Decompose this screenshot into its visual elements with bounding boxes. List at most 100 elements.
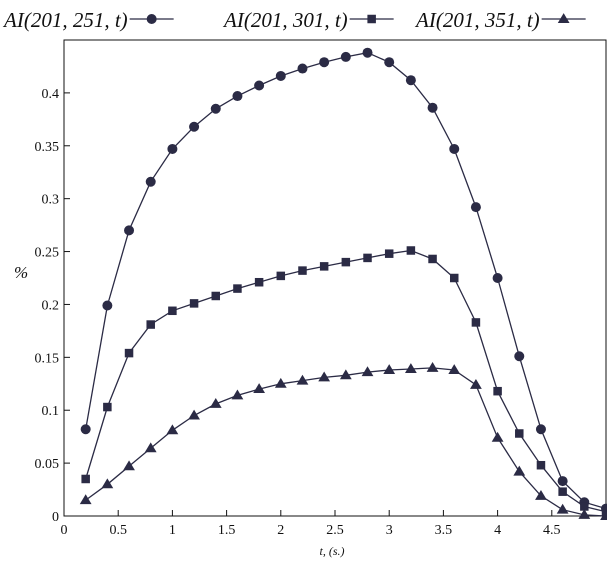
- x-tick-label: 1: [169, 523, 176, 538]
- plot-area-frame: [63, 39, 607, 517]
- series-1-point: [80, 424, 91, 435]
- legend-marker-series-3: [541, 13, 586, 23]
- series-2-point: [81, 474, 90, 484]
- series-3-point: [578, 509, 591, 519]
- x-tick-label: 3: [386, 523, 393, 538]
- series-1-point: [535, 424, 546, 435]
- x-tick-label: 2: [277, 523, 284, 538]
- series-3-point: [101, 478, 114, 489]
- legend-marker: [146, 14, 157, 24]
- series-2-point: [146, 320, 155, 329]
- series-1-point: [167, 143, 178, 154]
- series-2-point: [515, 429, 524, 438]
- series-2-point: [211, 291, 221, 301]
- series-2-point: [493, 386, 502, 396]
- series-2-line: [85, 249, 607, 513]
- series-2-point: [298, 266, 307, 275]
- series-1-point: [319, 57, 330, 68]
- series-3-point: [426, 362, 439, 372]
- series-2-point: [341, 257, 351, 267]
- y-tick-label: 0.3: [42, 193, 60, 208]
- series-3: [79, 362, 607, 520]
- series-3-point: [361, 366, 374, 377]
- series-2-point: [168, 306, 177, 316]
- series-1-point: [210, 103, 221, 114]
- legend-marker: [367, 14, 376, 24]
- series-1-point: [557, 476, 568, 487]
- series-3-point: [144, 442, 157, 453]
- series-3-point: [339, 369, 352, 380]
- x-tick-label: 2.5: [326, 523, 344, 538]
- series-3-point: [535, 490, 547, 500]
- series-1: [80, 47, 607, 514]
- series-2-point: [601, 507, 607, 517]
- series-2-point: [233, 284, 242, 293]
- series-1-point: [405, 75, 416, 86]
- series-1-point: [514, 351, 525, 362]
- x-axis-label: t, (s.): [320, 544, 345, 558]
- series-3-point: [404, 363, 417, 373]
- series-2-point: [103, 402, 112, 412]
- series-1-point: [297, 63, 308, 74]
- series-2-point: [363, 253, 372, 263]
- series-1-point: [340, 51, 351, 62]
- x-tick-label: 0.5: [109, 523, 127, 538]
- series-1-line: [85, 52, 607, 510]
- x-tick-label: 1.5: [218, 523, 236, 538]
- series-2-point: [124, 348, 134, 358]
- x-tick-label: 4: [494, 523, 501, 538]
- series-3-point: [274, 377, 287, 388]
- series-1-point: [232, 91, 243, 102]
- y-axis: 0 0.05 0.1 0.15 0.2 0.25 0.3 0.35 0.4: [35, 87, 70, 525]
- x-tick-label: 0: [61, 523, 68, 538]
- x-axis: 0 0.5 1 1.5 2 2.5 3 3.5 4 4.5: [61, 510, 561, 538]
- series-3-point: [600, 510, 607, 520]
- series-3-point: [383, 364, 396, 375]
- series-2-point: [449, 273, 459, 283]
- series-1-point: [189, 121, 200, 132]
- series-3-point: [231, 389, 244, 400]
- series-2-point: [319, 262, 329, 271]
- series-3-point: [318, 371, 331, 382]
- series-3-point: [448, 364, 461, 375]
- y-tick-label: 0: [52, 510, 59, 525]
- y-tick-label: 0.05: [35, 457, 60, 472]
- series-1-point: [492, 273, 503, 283]
- series-1-point: [275, 70, 286, 81]
- x-tick-label: 3.5: [435, 523, 453, 538]
- series-2-point: [580, 502, 589, 511]
- series-3-point: [123, 460, 135, 471]
- y-axis-label: %: [14, 263, 28, 282]
- legend-marker-series-2: [349, 14, 394, 24]
- series-1-point: [384, 57, 395, 68]
- series-1-point: [427, 102, 438, 113]
- series-1-point: [449, 143, 460, 154]
- series-2-point: [536, 460, 546, 470]
- series-1-point: [362, 47, 373, 58]
- series-layer: [79, 47, 607, 520]
- y-tick-label: 0.25: [35, 246, 60, 261]
- legend-label-series-3: AI(201, 351, t): [414, 8, 540, 32]
- series-3-point: [556, 503, 569, 514]
- series-1-point: [470, 202, 481, 213]
- x-tick-label: 4.5: [543, 523, 561, 538]
- series-2-point: [558, 487, 567, 496]
- y-tick-label: 0.2: [42, 298, 60, 313]
- series-3-point: [470, 378, 482, 389]
- legend-marker-series-1: [129, 14, 174, 24]
- series-1-point: [254, 80, 265, 91]
- series-2-point: [471, 318, 481, 327]
- legend: AI(201, 251, t) AI(201, 301, t) AI(201, …: [2, 8, 586, 32]
- legend-label-series-2: AI(201, 301, t): [222, 8, 348, 32]
- y-tick-label: 0.15: [35, 351, 60, 366]
- y-tick-label: 0.1: [42, 404, 60, 419]
- series-2-point: [428, 254, 437, 264]
- series-2-point: [384, 249, 394, 258]
- legend-label-series-1: AI(201, 251, t): [2, 8, 128, 32]
- series-1-point: [102, 300, 113, 311]
- series-2-point: [254, 277, 264, 287]
- legend-marker: [557, 13, 570, 23]
- series-3-point: [209, 397, 222, 408]
- series-2-point: [276, 271, 286, 281]
